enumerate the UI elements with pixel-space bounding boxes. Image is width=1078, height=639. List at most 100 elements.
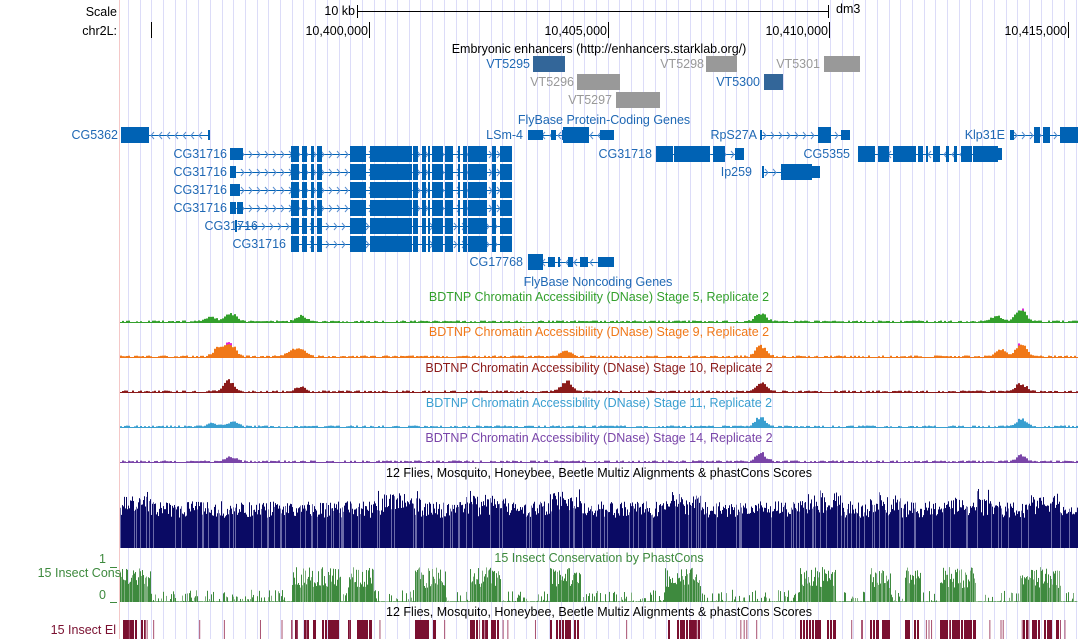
multiz-bar: [324, 517, 325, 548]
elements-track-label[interactable]: 15 Insect El: [50, 623, 116, 637]
phastcons-bar: [690, 569, 691, 602]
multiz-bar: [454, 504, 455, 548]
enhancer-label[interactable]: VT5297: [568, 93, 612, 107]
phastcons-bar: [819, 572, 820, 602]
gene-label[interactable]: RpS27A: [710, 128, 757, 142]
enhancer-label[interactable]: VT5296: [530, 75, 574, 89]
dnase-signal-bar: [382, 356, 384, 357]
dnase-signal-bar: [310, 460, 312, 462]
phastcons-bar: [736, 601, 737, 602]
conserved-element: [132, 620, 134, 639]
phastcons-bar: [700, 586, 701, 602]
gene-label[interactable]: CG31716: [173, 183, 227, 197]
exon-block: [317, 146, 322, 162]
phastcons-bar: [337, 579, 338, 602]
dnase-signal-bar: [350, 460, 352, 462]
multiz-bar: [596, 516, 597, 548]
dnase-signal-bar: [1048, 391, 1050, 392]
multiz-bar: [442, 517, 443, 548]
phastcons-bar: [486, 567, 487, 602]
gene-label[interactable]: CG31716: [173, 165, 227, 179]
dnase-signal-bar: [708, 425, 710, 427]
exon-block: [818, 127, 831, 143]
dnase-signal-bar: [696, 355, 698, 357]
enhancer-label[interactable]: VT5295: [486, 57, 530, 71]
dnase-signal-bar: [700, 425, 702, 427]
multiz-bar: [966, 506, 967, 548]
dnase-signal-bar: [254, 425, 256, 427]
gene-label[interactable]: CG31716: [204, 219, 258, 233]
enhancer-label[interactable]: VT5300: [716, 75, 760, 89]
gene-label[interactable]: LSm-4: [486, 128, 523, 142]
phastcons-bar: [931, 600, 932, 602]
multiz-bar: [369, 501, 370, 548]
multiz-bar: [858, 502, 859, 548]
multiz-bar: [155, 503, 156, 548]
gene-label[interactable]: CG31716: [173, 147, 227, 161]
gene-label[interactable]: CG31716: [232, 237, 286, 251]
multiz-bar: [512, 504, 513, 548]
phastcons-bar: [673, 583, 674, 602]
dnase-signal-bar: [1032, 461, 1034, 462]
dnase-signal-bar: [516, 426, 518, 427]
cons-track-label[interactable]: 15 Insect Cons: [37, 566, 121, 580]
phastcons-bar: [954, 587, 955, 602]
dnase-signal-bar: [516, 320, 518, 322]
multiz-bar: [942, 512, 943, 548]
dnase-signal-bar: [160, 461, 162, 462]
phastcons-bar: [548, 601, 549, 602]
multiz-bar: [557, 505, 558, 548]
exon-block: [458, 164, 460, 180]
gene-label[interactable]: CG17768: [469, 255, 523, 269]
phastcons-bar: [741, 601, 742, 602]
phastcons-bar: [989, 601, 990, 602]
dnase-signal-bar: [976, 356, 978, 357]
dnase-signal-bar: [426, 461, 428, 462]
conserved-element: [223, 620, 225, 639]
multiz-bar: [399, 493, 400, 548]
gene-label[interactable]: CG31718: [598, 147, 652, 161]
dnase-signal-bar: [122, 391, 124, 392]
dnase-signal-bar: [566, 350, 568, 357]
enhancer-label[interactable]: VT5301: [776, 57, 820, 71]
phastcons-bar: [1049, 587, 1050, 602]
exon-block: [500, 146, 512, 162]
gene-label[interactable]: CG5355: [803, 147, 850, 161]
phastcons-bar: [1032, 570, 1033, 602]
phastcons-bar: [670, 579, 671, 602]
multiz-bar: [404, 494, 405, 548]
phastcons-bar: [305, 570, 306, 602]
conserved-element: [803, 620, 805, 639]
multiz-bar: [219, 513, 220, 548]
phastcons-bar: [648, 601, 649, 602]
phastcons-bar: [370, 577, 371, 602]
multiz-bar: [658, 512, 659, 548]
dnase-signal-bar: [218, 320, 220, 322]
enhancer-label[interactable]: VT5298: [660, 57, 704, 71]
dnase-signal-bar: [922, 320, 924, 322]
multiz-bar: [316, 510, 317, 548]
dnase-signal-bar: [492, 320, 494, 322]
gene-label[interactable]: CG31716: [173, 201, 227, 215]
phastcons-bar: [201, 601, 202, 602]
phastcons-bar: [1030, 577, 1031, 602]
exon-block: [458, 236, 460, 252]
multiz-bar: [592, 511, 593, 548]
dnase-signal-bar: [910, 355, 912, 357]
multiz-bar: [976, 507, 977, 548]
gene-label[interactable]: Ip259: [720, 165, 752, 179]
dnase-signal-bar: [234, 314, 236, 322]
gene-label[interactable]: Klp31E: [964, 128, 1005, 142]
dnase-signal-bar: [804, 320, 806, 322]
multiz-bar: [609, 512, 610, 548]
dnase-signal-bar: [240, 460, 242, 462]
conserved-element: [360, 620, 363, 639]
gene-label[interactable]: CG5362: [71, 128, 118, 142]
multiz-bar: [197, 509, 198, 548]
phastcons-bar: [814, 576, 815, 602]
multiz-bar: [529, 512, 530, 548]
dnase-signal-bar: [972, 460, 974, 462]
multiz-bar: [576, 497, 577, 548]
dnase-signal-bar: [850, 355, 852, 357]
